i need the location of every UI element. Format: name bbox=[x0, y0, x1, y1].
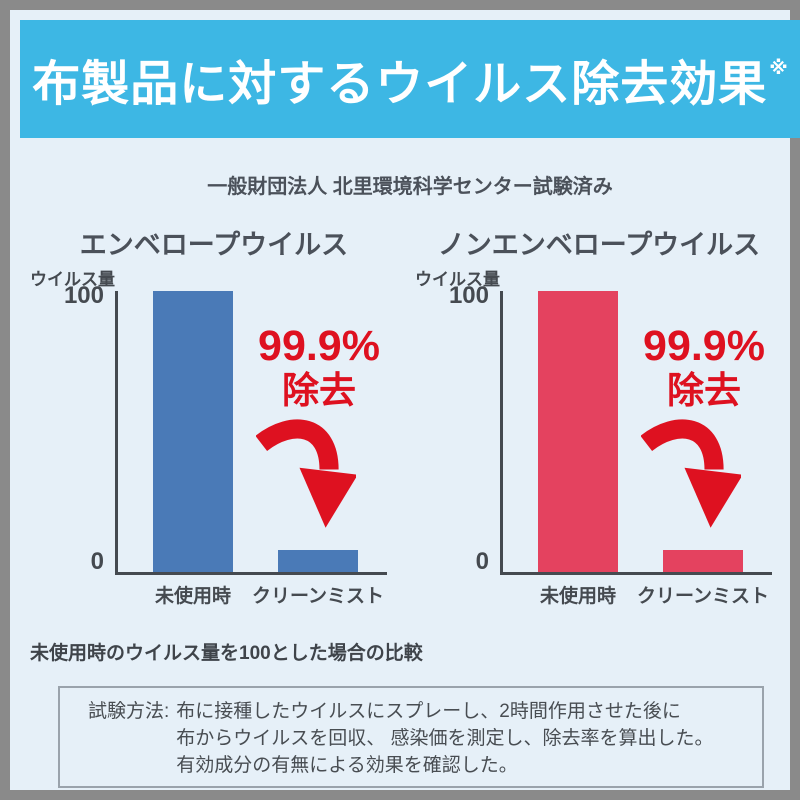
chart-non-enveloped-virus: ノンエンベロープウイルス ウイルス量 100 0 未使用時 クリーンミスト 99… bbox=[413, 223, 785, 608]
y-axis-label: ウイルス量 bbox=[30, 270, 115, 289]
bar-unused bbox=[538, 291, 618, 572]
curved-down-arrow-icon bbox=[256, 419, 356, 528]
curved-down-arrow-icon bbox=[641, 419, 741, 528]
chart-title: ノンエンベロープウイルス bbox=[437, 230, 761, 260]
baseline-comparison-note: 未使用時のウイルス量を100とした場合の比較 bbox=[30, 643, 423, 664]
bar-unused bbox=[153, 291, 233, 572]
chart-title: エンベロープウイルス bbox=[79, 230, 349, 260]
x-tick-clean-mist: クリーンミスト bbox=[636, 586, 770, 607]
x-tick-clean-mist: クリーンミスト bbox=[251, 586, 385, 607]
x-tick-unused: 未使用時 bbox=[539, 586, 617, 607]
reference-asterisk-mark: ※ bbox=[769, 58, 788, 79]
test-method-line: 有効成分の有無による効果を確認した。 bbox=[176, 754, 518, 776]
test-method-line: 布からウイルスを回収、 感染価を測定し、除去率を算出した。 bbox=[176, 727, 714, 749]
y-tick-100: 100 bbox=[448, 282, 489, 309]
removal-percentage: 99.9% bbox=[258, 322, 380, 370]
page-title: 布製品に対するウイルス除去効果 ※ bbox=[32, 44, 788, 114]
bar-clean-mist bbox=[278, 549, 358, 572]
y-tick-0: 0 bbox=[90, 548, 104, 575]
header-band: 布製品に対するウイルス除去効果 ※ bbox=[20, 20, 800, 138]
plot-area bbox=[115, 291, 387, 575]
test-method-label: 試験方法: bbox=[88, 701, 170, 722]
test-method-lines: 布に接種したウイルスにスプレーし、2時間作用させた後に 布からウイルスを回収、 … bbox=[176, 699, 752, 780]
test-method-box: 試験方法: 布に接種したウイルスにスプレーし、2時間作用させた後に 布からウイル… bbox=[58, 686, 764, 788]
y-axis-label: ウイルス量 bbox=[415, 270, 500, 289]
y-tick-100: 100 bbox=[63, 282, 104, 309]
page-title-text: 布製品に対するウイルス除去効果 bbox=[32, 58, 768, 111]
removal-annotation: 99.9% 除去 bbox=[619, 322, 789, 411]
test-institution-subtitle: 一般財団法人 北里環境科学センター試験済み bbox=[207, 176, 613, 198]
removal-annotation: 99.9% 除去 bbox=[234, 322, 404, 411]
test-method-content: 試験方法: 布に接種したウイルスにスプレーし、2時間作用させた後に 布からウイル… bbox=[88, 699, 752, 780]
bar-clean-mist bbox=[663, 549, 743, 572]
y-tick-0: 0 bbox=[475, 548, 489, 575]
removal-word: 除去 bbox=[667, 370, 741, 411]
chart-enveloped-virus: エンベロープウイルス ウイルス量 100 0 未使用時 クリーンミスト 99.9… bbox=[28, 223, 400, 608]
removal-word: 除去 bbox=[282, 370, 356, 411]
plot-area bbox=[500, 291, 772, 575]
removal-percentage: 99.9% bbox=[643, 322, 765, 370]
x-tick-unused: 未使用時 bbox=[154, 586, 232, 607]
test-method-line: 布に接種したウイルスにスプレーし、2時間作用させた後に bbox=[176, 701, 681, 722]
